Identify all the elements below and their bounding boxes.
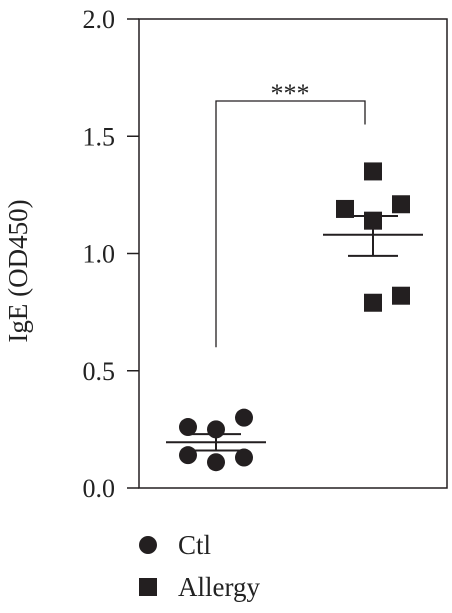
y-tick-label: 0.5 [83,357,116,386]
legend: Ctl Allergy [139,530,260,602]
data-marks [166,100,423,472]
significance-bracket [215,100,366,348]
legend-label: Allergy [178,572,260,602]
y-tick-label: 1.0 [83,240,116,269]
data-point [235,408,253,427]
legend-marker [139,578,157,596]
y-tick-label: 1.5 [83,122,116,151]
data-point [207,420,225,439]
data-point [179,418,197,437]
data-point [392,195,410,214]
data-point [364,211,382,230]
data-point [235,448,253,467]
y-tick-label: 0.0 [83,474,116,503]
axes: 0.0 0.5 1.0 1.5 2.0 [83,5,448,503]
data-point [207,453,225,472]
legend-label: Ctl [178,530,211,560]
significance-label: *** [271,79,310,108]
y-axis-label: IgE (OD450) [3,199,33,342]
y-tick-label: 2.0 [83,5,116,34]
data-point [336,199,354,218]
data-point [364,293,382,312]
data-point [364,162,382,181]
data-point [179,446,197,465]
data-point [392,286,410,305]
legend-marker [139,536,157,554]
